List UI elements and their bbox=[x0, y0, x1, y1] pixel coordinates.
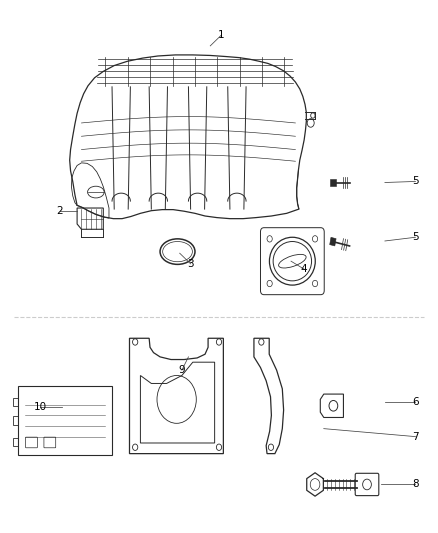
Text: 1: 1 bbox=[218, 30, 225, 41]
Text: 9: 9 bbox=[179, 365, 185, 375]
Text: 3: 3 bbox=[187, 259, 194, 269]
Text: 5: 5 bbox=[412, 176, 419, 187]
Text: 8: 8 bbox=[412, 480, 419, 489]
Text: 7: 7 bbox=[412, 432, 419, 442]
Text: 5: 5 bbox=[412, 232, 419, 243]
Text: 4: 4 bbox=[301, 264, 307, 274]
Polygon shape bbox=[330, 237, 336, 246]
Text: 10: 10 bbox=[33, 402, 46, 413]
Polygon shape bbox=[330, 179, 336, 186]
Text: 2: 2 bbox=[57, 206, 63, 216]
Text: 6: 6 bbox=[412, 397, 419, 407]
